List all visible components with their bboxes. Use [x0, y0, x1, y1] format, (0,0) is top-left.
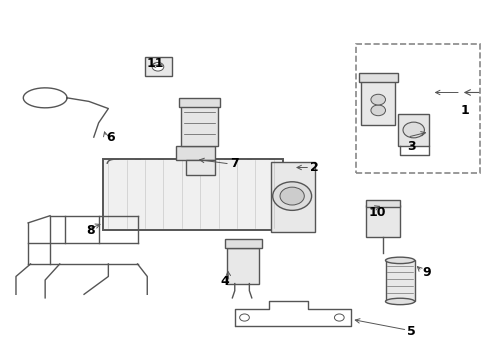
Bar: [397, 114, 428, 146]
Bar: [103, 158, 283, 230]
Text: 1: 1: [460, 104, 468, 117]
Circle shape: [370, 94, 385, 105]
Text: 7: 7: [229, 157, 238, 170]
Circle shape: [402, 122, 424, 138]
Circle shape: [272, 182, 311, 210]
Text: 11: 11: [146, 57, 164, 71]
Bar: [361, 78, 394, 125]
Bar: [366, 201, 399, 207]
Bar: [385, 260, 414, 301]
Text: 10: 10: [368, 206, 385, 219]
Bar: [358, 73, 397, 82]
Bar: [227, 248, 259, 284]
Text: 3: 3: [407, 140, 415, 153]
Text: 6: 6: [106, 131, 114, 144]
Bar: [356, 44, 479, 173]
Bar: [271, 162, 314, 232]
Circle shape: [280, 187, 304, 205]
Ellipse shape: [385, 298, 414, 305]
Text: 8: 8: [86, 224, 95, 237]
Bar: [186, 160, 215, 175]
Bar: [366, 205, 399, 237]
Circle shape: [334, 314, 344, 321]
Bar: [144, 57, 171, 76]
Text: 2: 2: [309, 161, 318, 174]
Circle shape: [370, 105, 385, 116]
Text: 5: 5: [407, 325, 415, 338]
Circle shape: [239, 314, 249, 321]
Text: 9: 9: [421, 266, 430, 279]
Ellipse shape: [385, 257, 414, 264]
Bar: [224, 239, 261, 248]
Text: 4: 4: [220, 275, 228, 288]
Bar: [181, 103, 217, 146]
Circle shape: [152, 63, 163, 71]
Bar: [179, 98, 220, 107]
Bar: [176, 146, 215, 160]
